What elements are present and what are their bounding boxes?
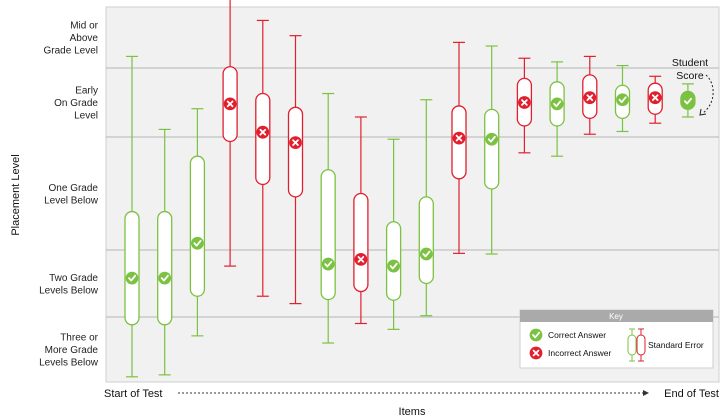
item-17 (647, 75, 663, 124)
item-3 (189, 108, 206, 337)
item-9 (385, 138, 402, 330)
cross-icon (226, 100, 234, 108)
item-18 (680, 83, 696, 118)
correct-marker (321, 257, 335, 271)
check-icon (487, 135, 496, 143)
check-icon (389, 262, 398, 270)
check-icon (618, 96, 627, 104)
correct-marker (158, 271, 172, 285)
check-icon (422, 250, 431, 258)
band-label: Early On Grade Level (54, 86, 98, 122)
student-score-callout: Student Score (672, 57, 714, 116)
cross-icon (357, 256, 365, 263)
item-6 (287, 35, 304, 305)
item-16 (614, 64, 631, 133)
key-legend: Key Correct Answer Incorrect Answer Stan… (519, 309, 714, 369)
key-error-box (636, 334, 646, 356)
item-8 (353, 116, 369, 325)
check-icon (553, 100, 562, 108)
standard-error-box (418, 196, 434, 285)
item-11 (451, 41, 467, 254)
student-score-arrowhead (699, 108, 707, 116)
cross-icon (259, 128, 267, 136)
band-label: Three or More Grade Levels Below (39, 333, 99, 369)
item-series (124, 0, 696, 378)
key-incorrect-label: Incorrect Answer (548, 348, 611, 358)
correct-marker (681, 94, 695, 108)
correct-marker (485, 132, 499, 146)
standard-error-box (353, 192, 369, 293)
item-2 (157, 128, 173, 376)
x-axis-title: Items (399, 406, 426, 418)
check-icon (160, 274, 169, 282)
key-title: Key (609, 312, 623, 321)
key-correct-label: Correct Answer (548, 330, 606, 340)
item-12 (484, 45, 500, 255)
x-axis: Start of Test End of Test Items (104, 388, 719, 418)
correct-marker (419, 247, 433, 261)
correct-marker (529, 328, 543, 342)
standard-error-box (255, 92, 271, 186)
band-labels: Mid or Above Grade Level Early On Grade Level… (39, 21, 99, 369)
item-5 (255, 19, 271, 297)
cross-icon (292, 139, 299, 146)
standard-error-box (189, 155, 206, 297)
key-error-box (627, 334, 637, 356)
correct-marker (387, 259, 400, 273)
correct-marker (125, 271, 139, 285)
cross-icon (651, 94, 659, 101)
check-icon (532, 331, 541, 339)
key-header (520, 310, 713, 322)
cross-icon (455, 134, 463, 142)
band-label: One Grade Level Below (44, 183, 99, 207)
x-start-label: Start of Test (104, 388, 163, 400)
correct-marker (616, 93, 629, 107)
item-10 (418, 99, 434, 317)
cross-icon (532, 349, 540, 357)
key-standard-error-label: Standard Error (648, 340, 704, 350)
student-score-label-line2: Score (676, 70, 704, 82)
student-score-label-line1: Student (672, 57, 708, 69)
band-label: Two Grade Levels Below (39, 273, 99, 297)
item-1 (124, 55, 140, 378)
check-icon (684, 97, 692, 105)
standard-error-box (320, 169, 336, 301)
item-7 (320, 92, 336, 344)
band-label: Mid or Above Grade Level (44, 21, 99, 57)
check-icon (193, 239, 202, 247)
item-13 (516, 57, 533, 154)
x-end-label: End of Test (664, 388, 719, 400)
item-15 (582, 55, 598, 135)
item-14 (549, 61, 565, 157)
item-4 (222, 0, 238, 267)
check-icon (128, 274, 137, 282)
correct-marker (550, 97, 564, 111)
cross-icon (586, 94, 594, 101)
cross-icon (521, 99, 528, 106)
check-icon (324, 260, 333, 268)
standard-error-box (124, 210, 140, 326)
standard-error-box (157, 210, 173, 326)
y-axis-title: Placement Level (10, 154, 22, 235)
student-score-pointer (702, 74, 714, 114)
standard-error-box (287, 106, 304, 198)
x-arrowhead (643, 390, 649, 396)
standard-error-box (484, 108, 500, 190)
correct-marker (191, 236, 204, 250)
